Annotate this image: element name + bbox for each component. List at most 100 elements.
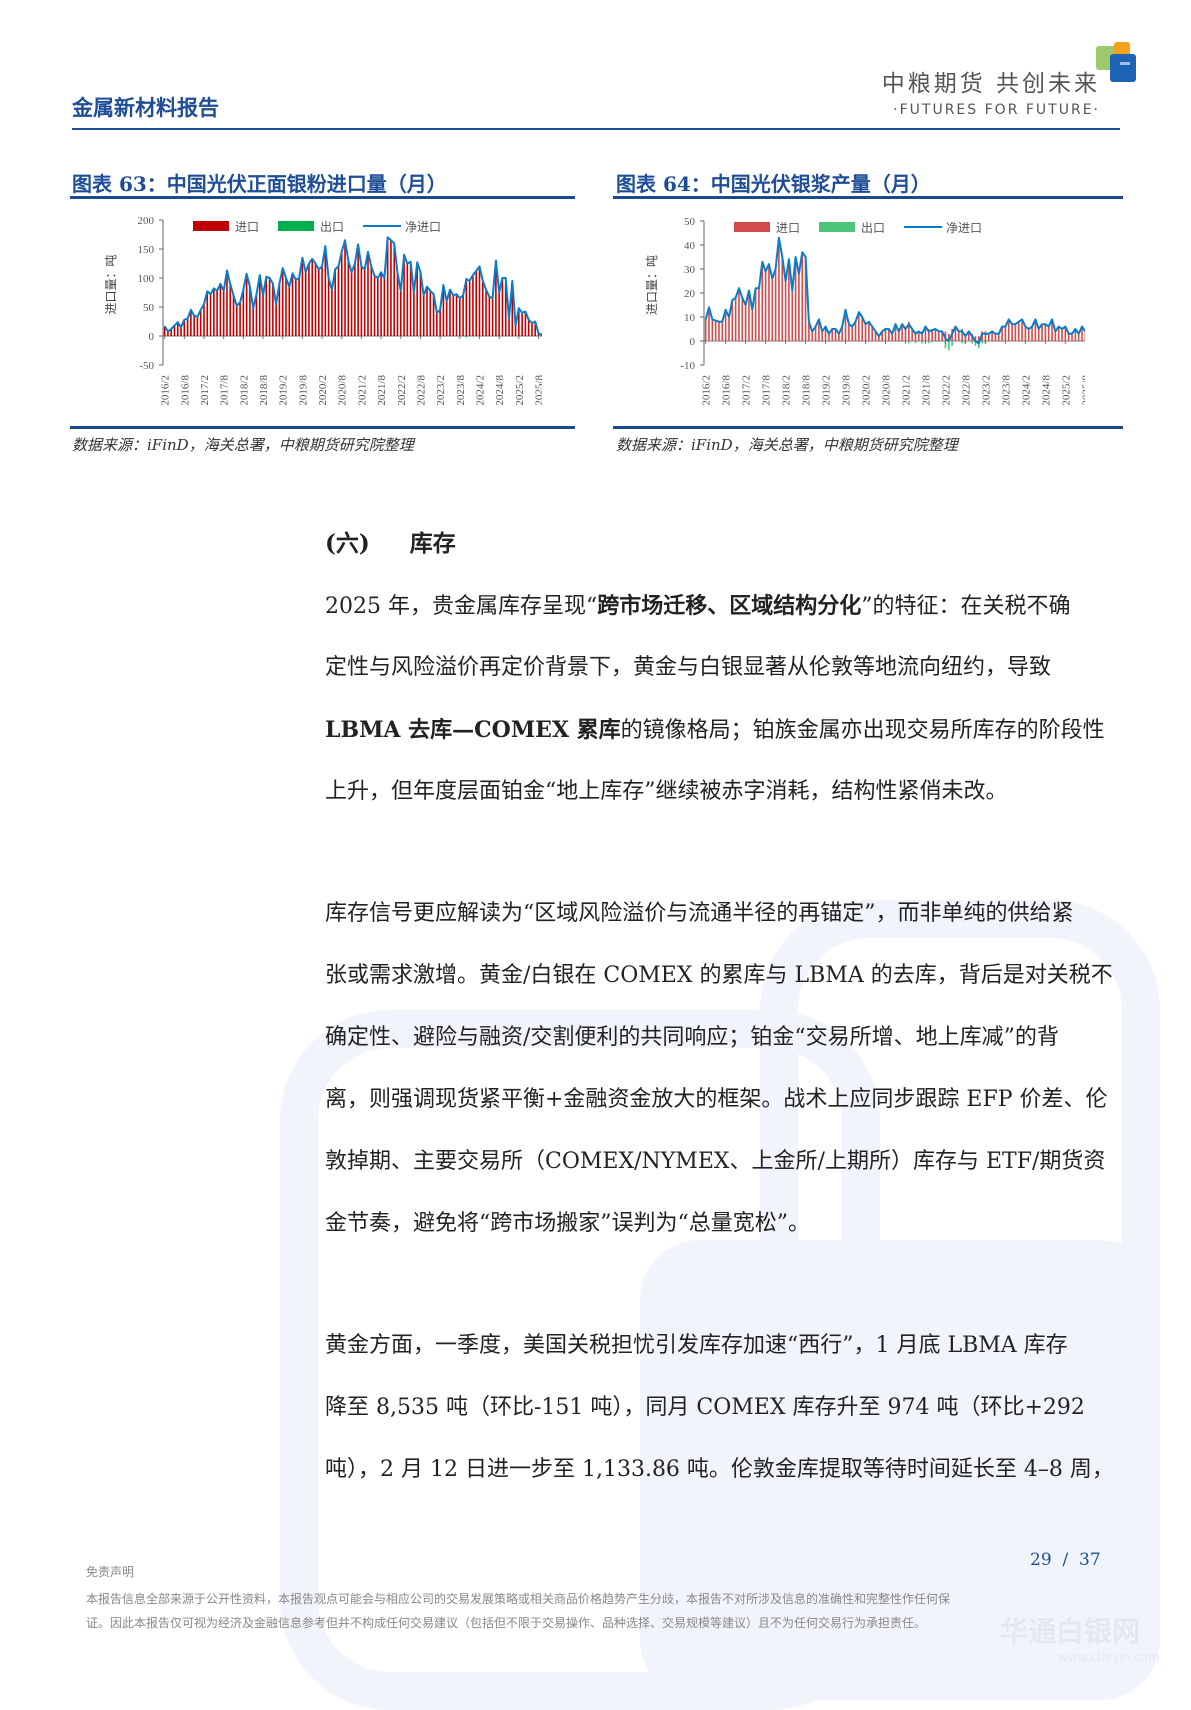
paragraph-line: 离，则强调现货紧平衡+金融资金放大的框架。战术上应同步跟踪 EFP 价差、伦 bbox=[325, 1085, 1100, 1115]
import-bar bbox=[768, 264, 770, 341]
company-logo-icon bbox=[1096, 42, 1136, 82]
import-bar bbox=[938, 331, 940, 341]
import-bar bbox=[521, 313, 523, 336]
export-bar bbox=[948, 341, 950, 351]
import-bar bbox=[285, 278, 287, 336]
import-bar bbox=[302, 258, 304, 336]
import-bar bbox=[275, 304, 277, 336]
paragraph-line: 确定性、避险与融资/交割便利的共同响应；铂金“交易所增、地上库减”的背 bbox=[325, 1023, 1100, 1053]
import-bar bbox=[318, 269, 320, 336]
import-bar bbox=[771, 279, 773, 341]
x-tick-label: 2020/2 bbox=[861, 375, 873, 406]
page-number: 29 / 37 bbox=[1030, 1550, 1101, 1570]
text-segment: 张或需求激增。黄金/白银在 COMEX 的累库与 LBMA 的去库，背后是对关税… bbox=[325, 963, 1113, 988]
import-bar bbox=[229, 284, 231, 336]
legend-export-swatch bbox=[819, 222, 855, 232]
import-bar bbox=[361, 266, 363, 336]
import-bar bbox=[213, 288, 215, 336]
legend-export-label: 出口 bbox=[861, 221, 885, 235]
disclaimer-line: 证。因此本报告仅可视为经济及金融信息参考但并不构成任何交易建议（包括但不限于交易… bbox=[86, 1614, 926, 1631]
paragraph-line: 敦掉期、主要交易所（COMEX/NYMEX、上金所/上期所）库存与 ETF/期货… bbox=[325, 1147, 1100, 1177]
x-tick-label: 2016/2 bbox=[160, 375, 172, 406]
import-bar bbox=[1048, 327, 1050, 341]
import-bar bbox=[848, 324, 850, 341]
import-bar bbox=[1011, 324, 1013, 341]
y-tick-label: 40 bbox=[684, 240, 696, 252]
import-bar bbox=[390, 240, 392, 336]
import-bar bbox=[364, 269, 366, 336]
import-bar bbox=[246, 274, 248, 336]
import-bar bbox=[508, 319, 510, 336]
import-bar bbox=[801, 252, 803, 341]
import-bar bbox=[423, 295, 425, 336]
import-bar bbox=[328, 278, 330, 336]
section-number: (六) bbox=[325, 530, 370, 557]
x-tick-label: 2018/8 bbox=[258, 375, 270, 406]
x-tick-label: 2025/8 bbox=[1080, 375, 1085, 406]
import-bar bbox=[315, 264, 317, 337]
text-segment: 2025 年，贵金属库存呈现“ bbox=[325, 594, 597, 619]
import-bar bbox=[828, 334, 830, 341]
import-bar bbox=[472, 275, 474, 336]
import-bar bbox=[715, 321, 717, 341]
export-bar bbox=[908, 341, 910, 343]
company-logo-text: 中粮期货 共创未来 ·FUTURES FOR FUTURE· bbox=[840, 64, 1100, 118]
x-tick-label: 2017/2 bbox=[741, 375, 753, 406]
import-bar bbox=[758, 288, 760, 341]
x-tick-label: 2024/8 bbox=[1040, 375, 1052, 406]
import-bar bbox=[266, 277, 268, 336]
legend-export-swatch bbox=[278, 221, 314, 231]
import-bar bbox=[357, 244, 359, 336]
import-bar bbox=[1045, 324, 1047, 341]
import-bar bbox=[492, 298, 494, 336]
import-bar bbox=[187, 319, 189, 336]
watermark-url: www.ctieyin.com bbox=[1058, 1650, 1160, 1664]
import-bar bbox=[958, 331, 960, 341]
y-tick-label: 50 bbox=[684, 216, 696, 228]
text-segment: ”的特征：在关税不确 bbox=[861, 594, 1070, 619]
import-bar bbox=[436, 313, 438, 336]
paragraph-line: 库存信号更应解读为“区域风险溢价与流通半径的再锚定”，而非单纯的供给紧 bbox=[325, 899, 1100, 929]
import-bar bbox=[220, 284, 222, 336]
import-bar bbox=[865, 324, 867, 341]
import-bar bbox=[206, 291, 208, 336]
paragraph-line: 黄金方面，一季度，美国关税担忧引发库存加速“西行”，1 月底 LBMA 库存 bbox=[325, 1331, 1100, 1361]
import-bar bbox=[479, 266, 481, 336]
import-bar bbox=[735, 298, 737, 341]
y-tick-label: -10 bbox=[680, 360, 695, 372]
import-bar bbox=[718, 322, 720, 341]
import-bar bbox=[298, 278, 300, 336]
import-bar bbox=[203, 304, 205, 336]
import-bar bbox=[868, 322, 870, 341]
import-bar bbox=[791, 291, 793, 341]
x-tick-label: 2022/2 bbox=[396, 375, 408, 406]
legend-import-swatch bbox=[734, 222, 770, 232]
legend-import-swatch bbox=[193, 221, 229, 231]
import-bar bbox=[413, 293, 415, 337]
chart-64-source: 数据来源：iFinD，海关总署，中粮期货研究院整理 bbox=[616, 434, 958, 455]
import-bar bbox=[321, 266, 323, 336]
import-bar bbox=[1041, 324, 1043, 341]
chart-63-title: 图表 63：中国光伏正面银粉进口量（月） bbox=[72, 168, 447, 197]
import-bar bbox=[515, 326, 517, 336]
import-bar bbox=[210, 294, 212, 336]
text-segment: 敦掉期、主要交易所（COMEX/NYMEX、上金所/上期所）库存与 ETF/期货… bbox=[325, 1149, 1105, 1174]
import-bar bbox=[243, 290, 245, 336]
y-tick-label: 0 bbox=[149, 331, 155, 343]
import-bar bbox=[216, 291, 218, 336]
import-bar bbox=[1078, 334, 1080, 341]
import-bar bbox=[742, 298, 744, 341]
import-bar bbox=[397, 272, 399, 336]
paragraph-line: 降至 8,535 吨（环比-151 吨），同月 COMEX 库存升至 974 吨… bbox=[325, 1393, 1100, 1423]
y-axis-label: 进口量：吨 bbox=[645, 255, 659, 315]
page-separator: / bbox=[1062, 1550, 1068, 1570]
import-bar bbox=[745, 305, 747, 341]
x-tick-label: 2021/2 bbox=[900, 375, 912, 406]
import-bar bbox=[374, 275, 376, 336]
export-bar bbox=[961, 341, 963, 343]
import-bar bbox=[377, 278, 379, 336]
export-bar bbox=[397, 336, 399, 337]
import-bar bbox=[331, 290, 333, 336]
export-bar bbox=[921, 341, 923, 343]
import-bar bbox=[262, 295, 264, 336]
